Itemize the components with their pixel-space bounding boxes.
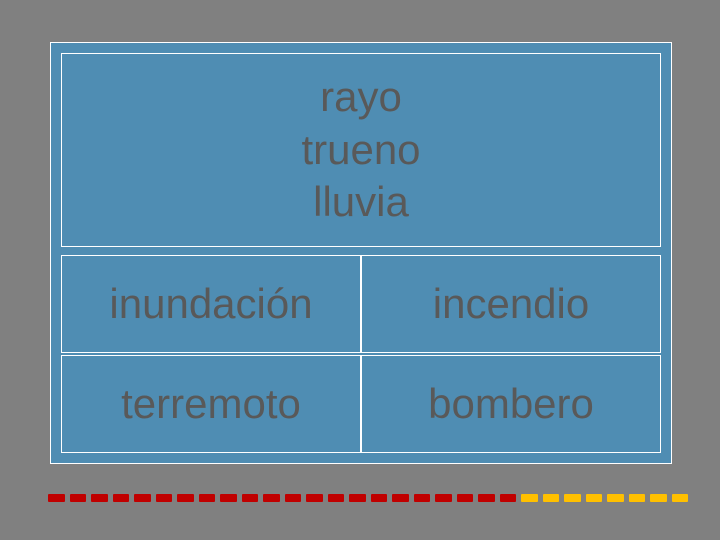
dash-segment: [306, 494, 323, 502]
grid-cell-br: bombero: [361, 355, 661, 453]
dash-segment: [392, 494, 409, 502]
dash-segment: [349, 494, 366, 502]
dash-segment: [177, 494, 194, 502]
dash-segment: [435, 494, 452, 502]
dash-segment: [629, 494, 646, 502]
dash-segment: [521, 494, 538, 502]
dash-segment: [543, 494, 560, 502]
dash-segment: [91, 494, 108, 502]
dash-segment: [199, 494, 216, 502]
dash-segment: [500, 494, 517, 502]
dash-segment: [113, 494, 130, 502]
dash-segment: [478, 494, 495, 502]
dash-segment: [564, 494, 581, 502]
dash-segment: [70, 494, 87, 502]
dash-segment: [134, 494, 151, 502]
dash-segment: [156, 494, 173, 502]
dash-segment: [371, 494, 388, 502]
grid-cell-bl: terremoto: [61, 355, 361, 453]
vocab-card: rayo trueno lluvia inundación incendio t…: [50, 42, 672, 464]
grid-cell-tl: inundación: [61, 255, 361, 353]
dash-segment: [263, 494, 280, 502]
dash-segment: [285, 494, 302, 502]
dash-segment: [650, 494, 667, 502]
dash-segment: [414, 494, 431, 502]
top-word-box: rayo trueno lluvia: [61, 53, 661, 247]
top-word-1: rayo: [320, 71, 402, 124]
dash-segment: [672, 494, 689, 502]
dash-segment: [220, 494, 237, 502]
dash-segment: [328, 494, 345, 502]
top-word-2: trueno: [301, 124, 420, 177]
top-word-3: lluvia: [313, 176, 409, 229]
dash-segment: [48, 494, 65, 502]
dash-segment: [457, 494, 474, 502]
dash-segment: [607, 494, 624, 502]
grid-cell-tr: incendio: [361, 255, 661, 353]
progress-dashes: [48, 468, 688, 528]
dash-segment: [586, 494, 603, 502]
dash-segment: [242, 494, 259, 502]
